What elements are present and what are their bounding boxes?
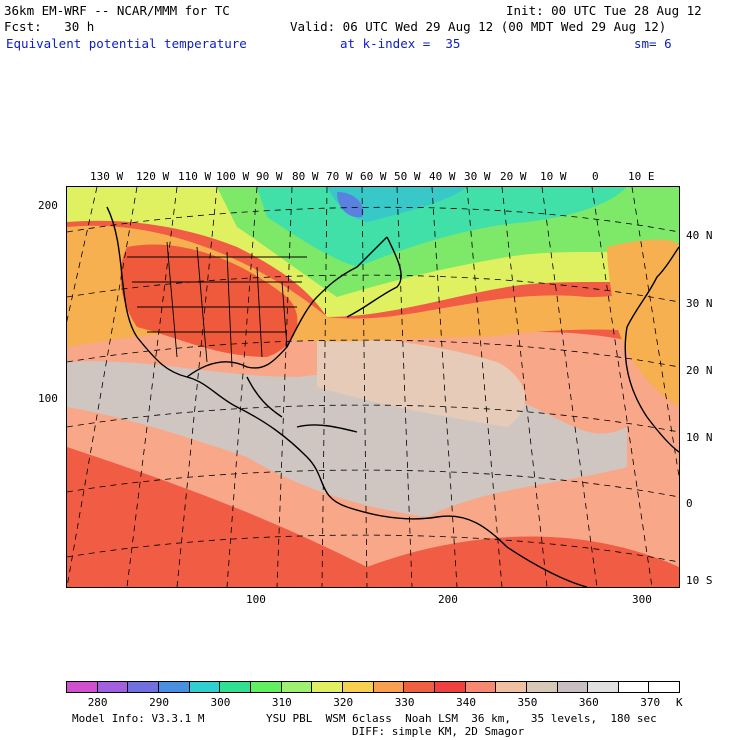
colorbar-label: 320 xyxy=(333,696,354,709)
lat-label-0: 0 xyxy=(686,497,693,510)
lon-label-100w: 100 W xyxy=(216,170,250,183)
lon-label-10w: 10 W xyxy=(540,170,567,183)
colorbar-swatch xyxy=(434,682,466,692)
forecast-hour: Fcst: 30 h xyxy=(4,19,95,34)
lon-label-0: 0 xyxy=(592,170,599,183)
us-warm-region xyxy=(120,244,298,357)
colorbar-swatch xyxy=(373,682,405,692)
model-info: Model Info: V3.3.1 M xyxy=(72,712,205,725)
colorbar-label: 290 xyxy=(149,696,169,709)
colorbar-unit: K xyxy=(676,696,683,709)
colorbar-swatch xyxy=(158,682,190,692)
colorbar-swatch xyxy=(128,682,159,692)
colorbar-swatch xyxy=(465,682,497,692)
lon-label-20w: 20 W xyxy=(500,170,527,183)
lon-label-70w: 70 W xyxy=(326,170,353,183)
lon-label-120w: 120 W xyxy=(136,170,170,183)
colorbar-label: 340 xyxy=(456,696,476,709)
colorbar-swatch xyxy=(557,682,589,692)
state-borders xyxy=(127,241,307,368)
map-canvas xyxy=(67,187,679,587)
colorbar-swatch xyxy=(496,682,527,692)
coastlines xyxy=(106,206,679,587)
colorbar-swatch xyxy=(649,682,680,692)
theta-e-map xyxy=(66,186,680,588)
valid-time: Valid: 06 UTC Wed 29 Aug 12 (00 MDT Wed … xyxy=(290,19,667,34)
init-time: Init: 00 UTC Tue 28 Aug 12 xyxy=(506,3,702,18)
y-grid-label-200: 200 xyxy=(38,199,58,212)
x-grid-label-200: 200 xyxy=(438,593,458,606)
colorbar-label: 350 xyxy=(517,696,538,709)
colorbar-swatch xyxy=(588,682,619,692)
coldest-pocket xyxy=(337,192,364,218)
x-grid-label-300: 300 xyxy=(632,593,652,606)
level-label: at k-index = 35 xyxy=(340,36,461,51)
colorbar-label: 300 xyxy=(210,696,231,709)
colorbar-swatch xyxy=(281,682,313,692)
x-grid-label-100: 100 xyxy=(246,593,266,606)
graticule xyxy=(67,187,679,587)
physics-info: YSU PBL WSM 6class Noah LSM 36 km, 35 le… xyxy=(266,712,657,725)
colorbar-label: 360 xyxy=(578,696,599,709)
colorbar-swatch xyxy=(97,682,129,692)
model-title: 36km EM-WRF -- NCAR/MMM for TC xyxy=(4,3,230,18)
lon-label-40w: 40 W xyxy=(429,170,456,183)
colorbar-swatch xyxy=(526,682,558,692)
lon-label-110w: 110 W xyxy=(178,170,212,183)
lon-label-60w: 60 W xyxy=(360,170,387,183)
colorbar-swatch xyxy=(312,682,343,692)
lon-label-130w: 130 W xyxy=(90,170,124,183)
colorbar-swatch xyxy=(67,682,98,692)
colorbar-swatch xyxy=(220,682,251,692)
lon-label-90w: 90 W xyxy=(256,170,283,183)
field-name: Equivalent potential temperature xyxy=(6,36,247,51)
lon-label-30w: 30 W xyxy=(464,170,491,183)
lon-label-10e: 10 E xyxy=(628,170,655,183)
y-grid-label-100: 100 xyxy=(38,392,58,405)
lon-label-50w: 50 W xyxy=(394,170,421,183)
colorbar-label: 370 xyxy=(640,696,661,709)
diffusion-info: DIFF: simple KM, 2D Smagor xyxy=(352,725,525,738)
colorbar-label: 280 xyxy=(87,696,108,709)
colorbar-swatch xyxy=(342,682,374,692)
lon-label-80w: 80 W xyxy=(292,170,319,183)
lat-label-30n: 30 N xyxy=(686,297,713,310)
colorbar-swatch xyxy=(404,682,435,692)
pale-region xyxy=(317,337,526,427)
colorbar-swatch xyxy=(618,682,650,692)
colorbar-label: 310 xyxy=(271,696,292,709)
colorbar-swatch xyxy=(189,682,221,692)
lat-label-20n: 20 N xyxy=(686,364,713,377)
lat-label-40n: 40 N xyxy=(686,229,713,242)
lat-label-10n: 10 N xyxy=(686,431,713,444)
colorbar xyxy=(66,681,680,693)
colorbar-label: 330 xyxy=(394,696,415,709)
colorbar-swatch xyxy=(250,682,282,692)
lat-label-10s: 10 S xyxy=(686,574,713,587)
smoothing-label: sm= 6 xyxy=(634,36,672,51)
